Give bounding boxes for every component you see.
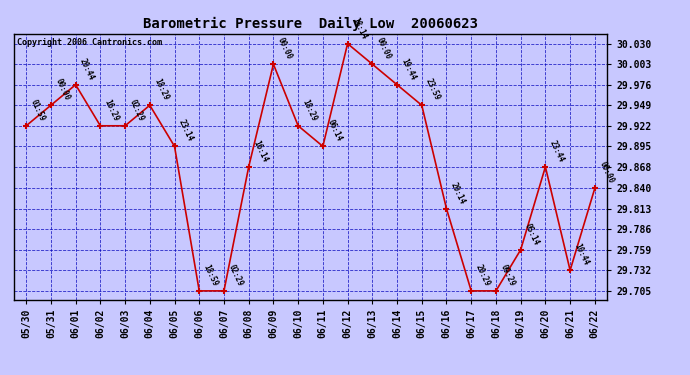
- Text: 02:29: 02:29: [128, 98, 146, 123]
- Text: 06:14: 06:14: [326, 118, 343, 143]
- Text: 00:00: 00:00: [53, 77, 71, 102]
- Text: 02:29: 02:29: [226, 263, 244, 288]
- Text: 10:44: 10:44: [573, 242, 591, 267]
- Text: 19:44: 19:44: [400, 57, 417, 81]
- Text: 00:00: 00:00: [276, 36, 294, 61]
- Text: 18:29: 18:29: [152, 77, 170, 102]
- Text: 05:14: 05:14: [523, 222, 541, 247]
- Text: 01:59: 01:59: [29, 98, 46, 123]
- Text: 16:14: 16:14: [251, 139, 269, 164]
- Text: Copyright 2006 Cantronics.com: Copyright 2006 Cantronics.com: [17, 38, 161, 47]
- Text: 18:29: 18:29: [301, 98, 319, 123]
- Title: Barometric Pressure  Daily Low  20060623: Barometric Pressure Daily Low 20060623: [143, 17, 478, 31]
- Text: 16:29: 16:29: [103, 98, 121, 123]
- Text: 20:29: 20:29: [474, 263, 491, 288]
- Text: 20:14: 20:14: [449, 181, 467, 206]
- Text: 23:14: 23:14: [177, 118, 195, 143]
- Text: 18:14: 18:14: [350, 16, 368, 40]
- Text: 00:00: 00:00: [375, 36, 393, 61]
- Text: 00:00: 00:00: [598, 160, 615, 185]
- Text: 23:59: 23:59: [424, 77, 442, 102]
- Text: 20:44: 20:44: [78, 57, 96, 81]
- Text: 18:59: 18:59: [201, 263, 219, 288]
- Text: 23:44: 23:44: [548, 139, 566, 164]
- Text: 09:29: 09:29: [498, 263, 516, 288]
